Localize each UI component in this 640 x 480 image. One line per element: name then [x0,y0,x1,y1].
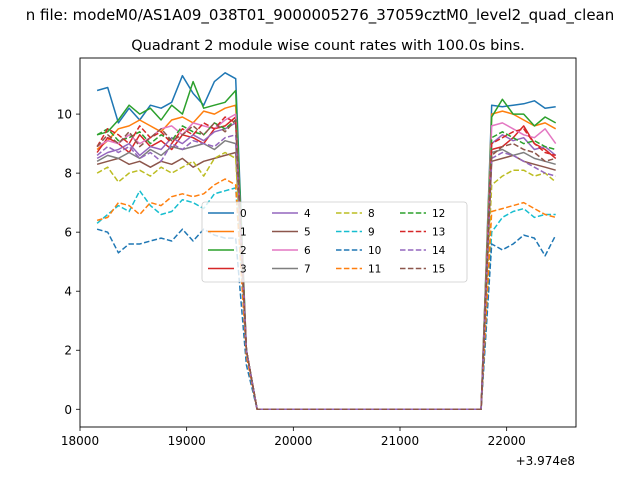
legend-label-10: 10 [368,245,381,257]
legend-label-2: 2 [240,245,247,257]
y-tick-label: 0 [64,403,72,417]
legend-label-7: 7 [304,264,311,276]
x-tick-label: 22000 [488,434,526,448]
legend-label-11: 11 [368,264,381,276]
legend-label-5: 5 [304,227,311,239]
x-tick-label: 19000 [168,434,206,448]
legend-label-8: 8 [368,208,375,220]
x-offset-label: +3.974e8 [516,454,575,468]
y-tick-label: 4 [64,285,72,299]
y-axis: 0 2 4 6 8 10 [57,108,80,417]
legend-label-1: 1 [240,227,247,239]
legend-label-14: 14 [432,245,446,257]
y-tick-label: 10 [57,108,72,122]
legend-label-6: 6 [304,245,311,257]
legend-label-4: 4 [304,208,311,220]
y-tick-label: 8 [64,167,72,181]
legend-box [201,201,468,283]
legend-label-13: 13 [432,227,445,239]
x-tick-label: 20000 [274,434,312,448]
legend-label-0: 0 [240,208,247,220]
x-tick-label: 21000 [381,434,419,448]
y-tick-label: 6 [64,226,72,240]
x-tick-label: 18000 [61,434,99,448]
legend-label-12: 12 [432,208,445,220]
legend-label-3: 3 [240,264,247,276]
x-axis: 18000 19000 20000 21000 22000 [61,427,526,448]
figure-suptitle: n file: modeM0/AS1A09_038T01_9000005276_… [25,6,615,24]
legend-label-15: 15 [432,264,445,276]
series-line-15 [96,119,556,411]
y-tick-label: 2 [64,344,72,358]
series-lines [96,72,557,411]
legend-label-9: 9 [368,227,375,239]
chart-title: Quadrant 2 module wise count rates with … [131,38,525,54]
